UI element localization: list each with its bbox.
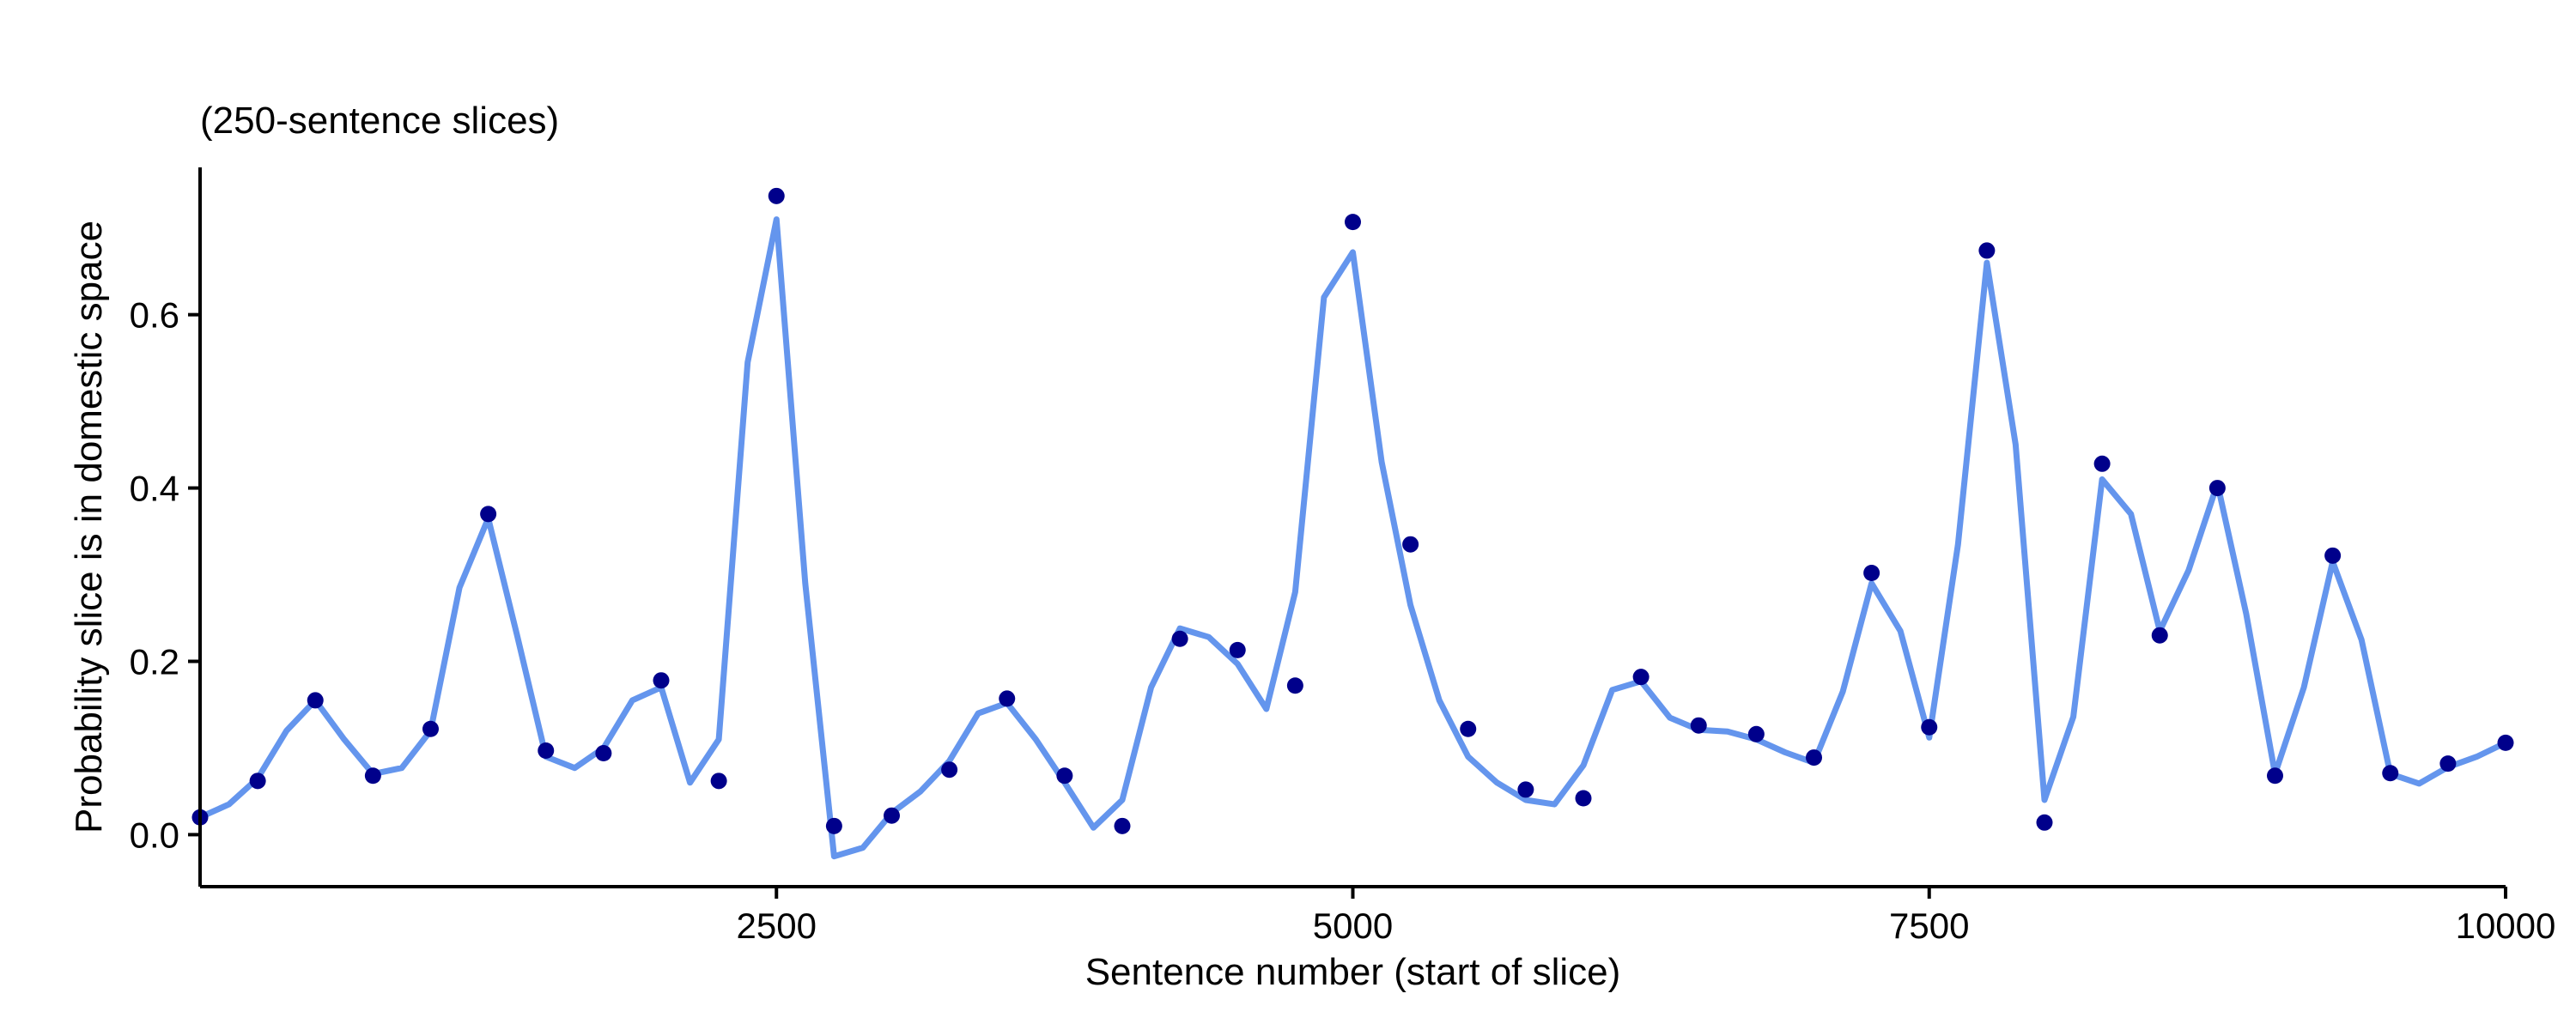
data-point [2439, 755, 2457, 772]
data-point [1632, 669, 1649, 686]
data-point [825, 817, 842, 834]
data-point [999, 690, 1016, 707]
data-point [538, 742, 555, 759]
data-point [1747, 725, 1765, 742]
y-axis-ticks: 0.0 0.2 0.4 0.6 [130, 295, 200, 855]
x-tick-label: 10000 [2456, 906, 2556, 946]
data-point [422, 720, 439, 737]
data-point [884, 807, 900, 824]
data-point [1056, 767, 1073, 785]
data-point [941, 761, 958, 779]
data-point [307, 692, 324, 709]
x-tick-label: 2500 [737, 906, 817, 946]
data-point [2093, 455, 2111, 472]
data-point [2208, 480, 2226, 497]
y-tick-label: 0.6 [130, 295, 179, 336]
data-point [2151, 627, 2168, 644]
data-point [1402, 536, 1419, 553]
data-point [1978, 242, 1996, 259]
series-line [197, 216, 2509, 860]
data-point [1690, 717, 1707, 734]
data-point [1921, 718, 1938, 736]
data-point [1171, 630, 1188, 647]
data-point [1575, 790, 1592, 807]
y-tick-label: 0.2 [130, 641, 179, 682]
data-point [768, 187, 785, 204]
data-point [364, 767, 381, 785]
data-point [2497, 734, 2514, 751]
data-point [1517, 781, 1534, 798]
data-point [1229, 641, 1246, 658]
data-point [1345, 214, 1361, 231]
x-axis-title: Sentence number (start of slice) [1085, 951, 1621, 993]
series-line-path [197, 216, 2509, 860]
data-point [710, 772, 727, 790]
data-point [1460, 720, 1477, 737]
data-point [1863, 565, 1880, 582]
y-tick-label: 0.0 [130, 815, 179, 855]
x-tick-label: 5000 [1313, 906, 1393, 946]
chart-subtitle: (250-sentence slices) [200, 100, 559, 142]
data-point [1806, 749, 1822, 766]
data-point [2382, 765, 2399, 782]
data-point [595, 745, 612, 762]
data-point [1114, 817, 1131, 834]
x-tick-label: 7500 [1889, 906, 1969, 946]
data-point [249, 772, 266, 790]
x-axis-ticks: 2500 5000 7500 10000 [737, 887, 2556, 946]
data-point [2324, 547, 2342, 564]
series-points [191, 187, 2514, 834]
data-point [1286, 677, 1303, 694]
data-point [480, 506, 497, 523]
data-point [2036, 814, 2053, 831]
y-tick-label: 0.4 [130, 469, 179, 509]
data-point [653, 672, 670, 689]
y-axis-title: Probability slice is in domestic space [68, 221, 110, 833]
data-point [2267, 767, 2283, 785]
